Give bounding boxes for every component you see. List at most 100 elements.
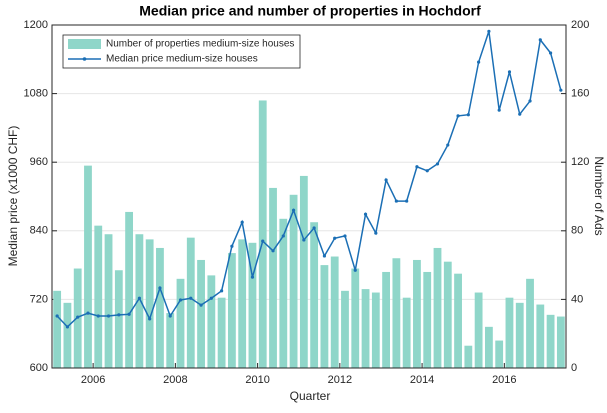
bar — [320, 265, 329, 368]
line-marker — [487, 29, 491, 33]
line-marker — [528, 99, 532, 103]
bar — [515, 302, 524, 368]
y2-tick-label: 80 — [571, 225, 583, 237]
bar — [402, 297, 411, 368]
line-marker — [148, 317, 152, 321]
bar — [536, 304, 545, 368]
bar — [433, 247, 442, 368]
line-marker — [435, 162, 440, 166]
bar — [330, 256, 339, 368]
bar — [63, 302, 72, 368]
line-marker — [415, 165, 419, 169]
legend-swatch — [68, 39, 101, 49]
bar — [351, 268, 360, 368]
plot-frame — [51, 24, 567, 369]
y2-axis-label: Number of Ads — [592, 156, 606, 235]
bar — [156, 247, 164, 368]
line-marker — [178, 298, 183, 302]
line-marker — [343, 234, 347, 238]
line-marker — [209, 296, 213, 300]
x-tick-label: 2014 — [410, 374, 434, 386]
x-tick-label: 2016 — [492, 374, 516, 386]
bar — [125, 211, 134, 368]
line-marker — [333, 236, 337, 240]
y2-tick-label: 120 — [571, 156, 589, 168]
y2-tick-label: 0 — [571, 362, 577, 374]
line-marker — [394, 199, 398, 203]
line-marker — [189, 296, 193, 300]
bar — [341, 290, 349, 368]
legend-swatch-marker — [82, 57, 87, 61]
x-tick-label: 2006 — [81, 374, 105, 386]
line-marker — [220, 289, 224, 293]
bar — [361, 289, 370, 368]
bar — [505, 297, 514, 368]
bar — [526, 278, 534, 368]
line-marker — [158, 286, 162, 290]
line-marker — [117, 313, 121, 317]
line-marker — [106, 314, 111, 318]
line-marker — [55, 314, 59, 318]
legend-label: Number of properties medium-size houses — [106, 39, 294, 50]
bar — [546, 314, 555, 368]
bar — [104, 234, 113, 368]
y-tick-label: 1200 — [24, 19, 48, 31]
x-tick-label: 2012 — [328, 374, 352, 386]
bar — [135, 234, 144, 368]
line-marker — [127, 312, 131, 316]
line-marker — [199, 303, 203, 307]
bar — [484, 326, 493, 368]
bar — [495, 340, 504, 368]
bar — [413, 259, 421, 368]
line-marker — [538, 38, 542, 42]
y-tick-label: 840 — [30, 225, 48, 237]
y-tick-label: 600 — [30, 362, 48, 374]
line-marker — [291, 208, 296, 212]
line-marker — [230, 244, 234, 248]
line-marker — [250, 275, 255, 279]
bar — [299, 175, 308, 368]
line-marker — [456, 114, 460, 118]
line-marker — [405, 199, 409, 203]
line-marker — [559, 88, 563, 92]
y-axis-label: Median price (x1000 CHF) — [6, 126, 20, 267]
bar — [556, 316, 565, 368]
line-marker — [477, 60, 481, 64]
bar — [454, 273, 462, 368]
y-tick-label: 1080 — [24, 88, 48, 100]
bar — [474, 292, 483, 368]
line-marker — [65, 325, 70, 329]
line-marker — [76, 315, 80, 319]
line-marker — [240, 220, 244, 224]
line-marker — [86, 311, 90, 315]
bar — [84, 165, 92, 368]
line-marker — [374, 231, 378, 235]
x-tick-label: 2010 — [245, 374, 269, 386]
bar — [464, 345, 473, 368]
line-marker — [137, 296, 141, 300]
line-marker — [96, 314, 100, 318]
y2-tick-label: 160 — [571, 88, 589, 100]
y2-tick-label: 40 — [571, 293, 583, 305]
bar — [186, 237, 195, 368]
line-marker — [261, 239, 265, 243]
legend-label: Median price medium-size houses — [106, 54, 258, 65]
bar — [371, 292, 380, 368]
bar — [279, 218, 288, 368]
line-marker — [322, 254, 327, 258]
line-marker — [363, 212, 368, 216]
x-axis-label: Quarter — [290, 389, 331, 403]
bar — [392, 258, 401, 368]
line-marker — [302, 238, 306, 242]
line-marker — [353, 268, 357, 272]
bar — [248, 242, 257, 368]
x-tick-label: 2008 — [163, 374, 187, 386]
line-marker — [312, 226, 316, 230]
bar — [114, 270, 123, 368]
line-marker — [497, 108, 501, 112]
bar — [227, 253, 236, 368]
line-marker — [281, 234, 285, 238]
bar — [382, 271, 391, 368]
bar — [310, 222, 319, 368]
